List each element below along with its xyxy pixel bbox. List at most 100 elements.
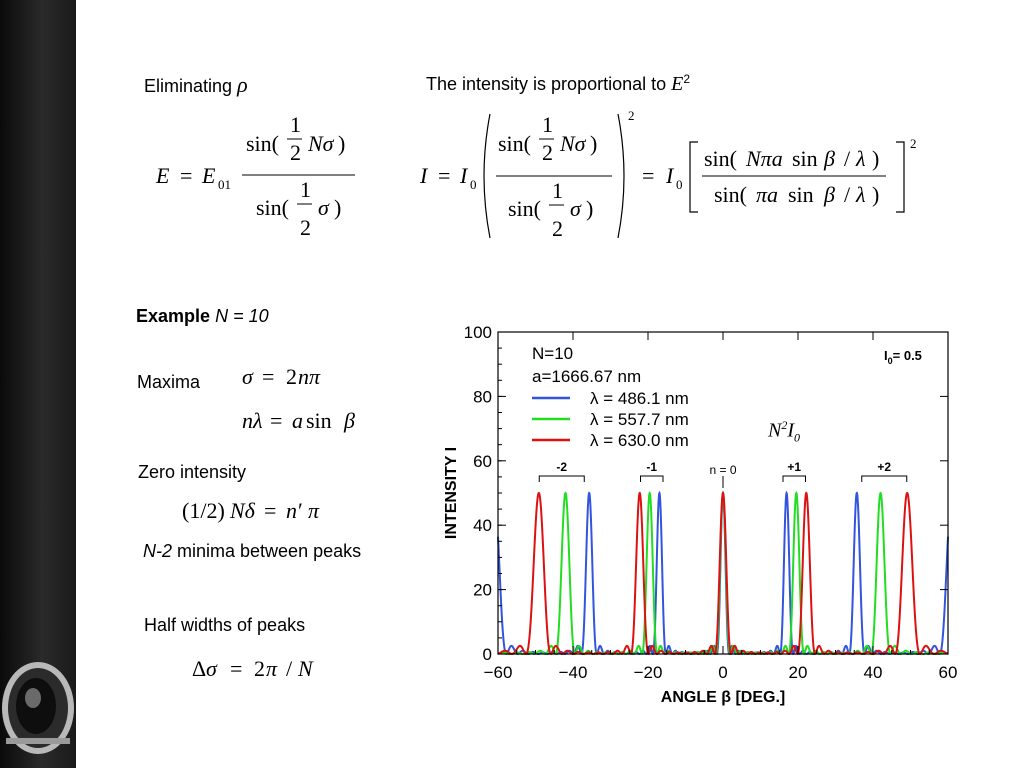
- zero-intensity-label: Zero intensity: [138, 462, 247, 482]
- svg-text:1: 1: [300, 177, 311, 202]
- svg-text:2: 2: [542, 140, 553, 165]
- svg-text:nλ: nλ: [242, 408, 263, 433]
- svg-text:sin(: sin(: [246, 131, 279, 156]
- svg-text:Nσ: Nσ: [559, 131, 587, 156]
- svg-text:0: 0: [470, 177, 477, 192]
- svg-text:σ: σ: [206, 656, 218, 681]
- order-label-3: +1: [787, 460, 801, 474]
- svg-text:=: =: [438, 163, 450, 188]
- svg-text:Δ: Δ: [192, 656, 206, 681]
- peak-height-annotation: N2I0: [768, 418, 801, 445]
- equation-intensity: I = I 0 sin( 1 2 Nσ ) sin( 1 2 σ ) 2 = I…: [419, 108, 917, 241]
- y-tick-label: 0: [483, 645, 492, 664]
- svg-text:sin: sin: [792, 146, 818, 171]
- svg-text:): ): [586, 196, 593, 221]
- chart-info-a: a=1666.67 nm: [532, 367, 641, 386]
- legend-label-0: λ = 486.1 nm: [590, 389, 689, 408]
- svg-text:Nσ: Nσ: [307, 131, 335, 156]
- svg-text:E: E: [155, 163, 170, 188]
- svg-text:2: 2: [286, 364, 297, 389]
- intensity-chart: −60 −40 −20 0 20 40 60 0 20 40 60 80 100 -2 -1 n = 0 +1…: [443, 323, 957, 706]
- order-labels: -2 -1 n = 0 +1 +2: [538, 460, 908, 488]
- maxima-label: Maxima: [137, 372, 201, 392]
- svg-text:1: 1: [290, 112, 301, 137]
- x-tick-label: 40: [864, 663, 883, 682]
- svg-text:′: ′: [298, 498, 303, 523]
- svg-text:2: 2: [910, 136, 917, 151]
- svg-text:Nδ: Nδ: [229, 498, 256, 523]
- svg-text:I: I: [419, 163, 429, 188]
- svg-text:a: a: [292, 408, 303, 433]
- svg-text:=: =: [642, 163, 654, 188]
- y-axis-label: INTENSITY I: [443, 447, 460, 539]
- svg-text:1: 1: [542, 112, 553, 137]
- svg-text:sin(: sin(: [714, 182, 747, 207]
- svg-text:): ): [334, 195, 341, 220]
- svg-text:n: n: [286, 498, 297, 523]
- svg-text:sin(: sin(: [508, 196, 541, 221]
- svg-text:π: π: [266, 656, 278, 681]
- svg-text:πa: πa: [756, 182, 778, 207]
- svg-text:π: π: [308, 498, 320, 523]
- equation-half-width: Δ σ = 2 π / N: [192, 656, 314, 681]
- svg-text:β: β: [823, 182, 835, 207]
- svg-text:2: 2: [628, 108, 635, 123]
- svg-text:sin: sin: [306, 408, 332, 433]
- order-label-2: n = 0: [709, 463, 736, 477]
- half-widths-label: Half widths of peaks: [144, 615, 306, 635]
- eliminating-label: Eliminating ρ: [144, 72, 248, 97]
- y-tick-label: 100: [464, 323, 492, 342]
- x-tick-label: 20: [789, 663, 808, 682]
- y-tick-label: 40: [473, 516, 492, 535]
- x-tick-label: −20: [634, 663, 663, 682]
- x-tick-label: −40: [559, 663, 588, 682]
- equation-zero-intensity: (1/2) Nδ = n ′ π: [182, 498, 320, 523]
- svg-text:λ: λ: [855, 182, 866, 207]
- x-tick-label: 0: [718, 663, 727, 682]
- legend-label-1: λ = 557.7 nm: [590, 410, 689, 429]
- order-label-1: -1: [646, 460, 657, 474]
- order-bracket-0: [538, 475, 585, 482]
- svg-text:/: /: [844, 146, 851, 171]
- x-tick-label: −60: [484, 663, 513, 682]
- svg-text:=: =: [270, 408, 282, 433]
- y-tick-label: 60: [473, 452, 492, 471]
- svg-text:=: =: [230, 656, 242, 681]
- camera-lens-icon: [2, 662, 74, 754]
- order-bracket-3: [782, 475, 806, 482]
- example-heading: Example N = 10: [136, 306, 269, 326]
- chart-info-n: N=10: [532, 344, 573, 363]
- legend-label-2: λ = 630.0 nm: [590, 431, 689, 450]
- y-tick-label: 20: [473, 581, 492, 600]
- order-bracket-1: [640, 475, 664, 482]
- minima-between-peaks-text: N-2 minima between peaks: [143, 541, 362, 561]
- svg-text:nπ: nπ: [298, 364, 321, 389]
- svg-text:(1/2): (1/2): [182, 498, 225, 523]
- svg-text:sin(: sin(: [498, 131, 531, 156]
- svg-text:2: 2: [254, 656, 265, 681]
- svg-text:=: =: [264, 498, 276, 523]
- svg-text:σ: σ: [318, 195, 330, 220]
- svg-text:2: 2: [300, 215, 311, 240]
- series-line-0: [497, 490, 949, 656]
- svg-text:I: I: [459, 163, 469, 188]
- chart-i0-label: I0= 0.5: [884, 348, 922, 366]
- svg-text:σ: σ: [570, 196, 582, 221]
- svg-text:2: 2: [290, 140, 301, 165]
- svg-text:): ): [590, 131, 597, 156]
- svg-text:2: 2: [552, 216, 563, 241]
- series-line-2: [497, 491, 949, 656]
- chart-legend: λ = 486.1 nm λ = 557.7 nm λ = 630.0 nm: [532, 389, 689, 450]
- order-label-4: +2: [877, 460, 891, 474]
- y-tick-label: 80: [473, 387, 492, 406]
- svg-text:sin(: sin(: [704, 146, 737, 171]
- svg-text:0: 0: [676, 177, 683, 192]
- svg-text:sin: sin: [788, 182, 814, 207]
- intensity-proportional-text: The intensity is proportional to E2: [426, 72, 691, 95]
- svg-text:E: E: [201, 163, 216, 188]
- svg-text:=: =: [262, 364, 274, 389]
- order-label-0: -2: [556, 460, 567, 474]
- svg-text:sin(: sin(: [256, 195, 289, 220]
- equation-E-field: E = E 01 sin( 1 2 Nσ ) sin( 1 2 σ ): [155, 112, 355, 240]
- svg-text:=: =: [180, 163, 192, 188]
